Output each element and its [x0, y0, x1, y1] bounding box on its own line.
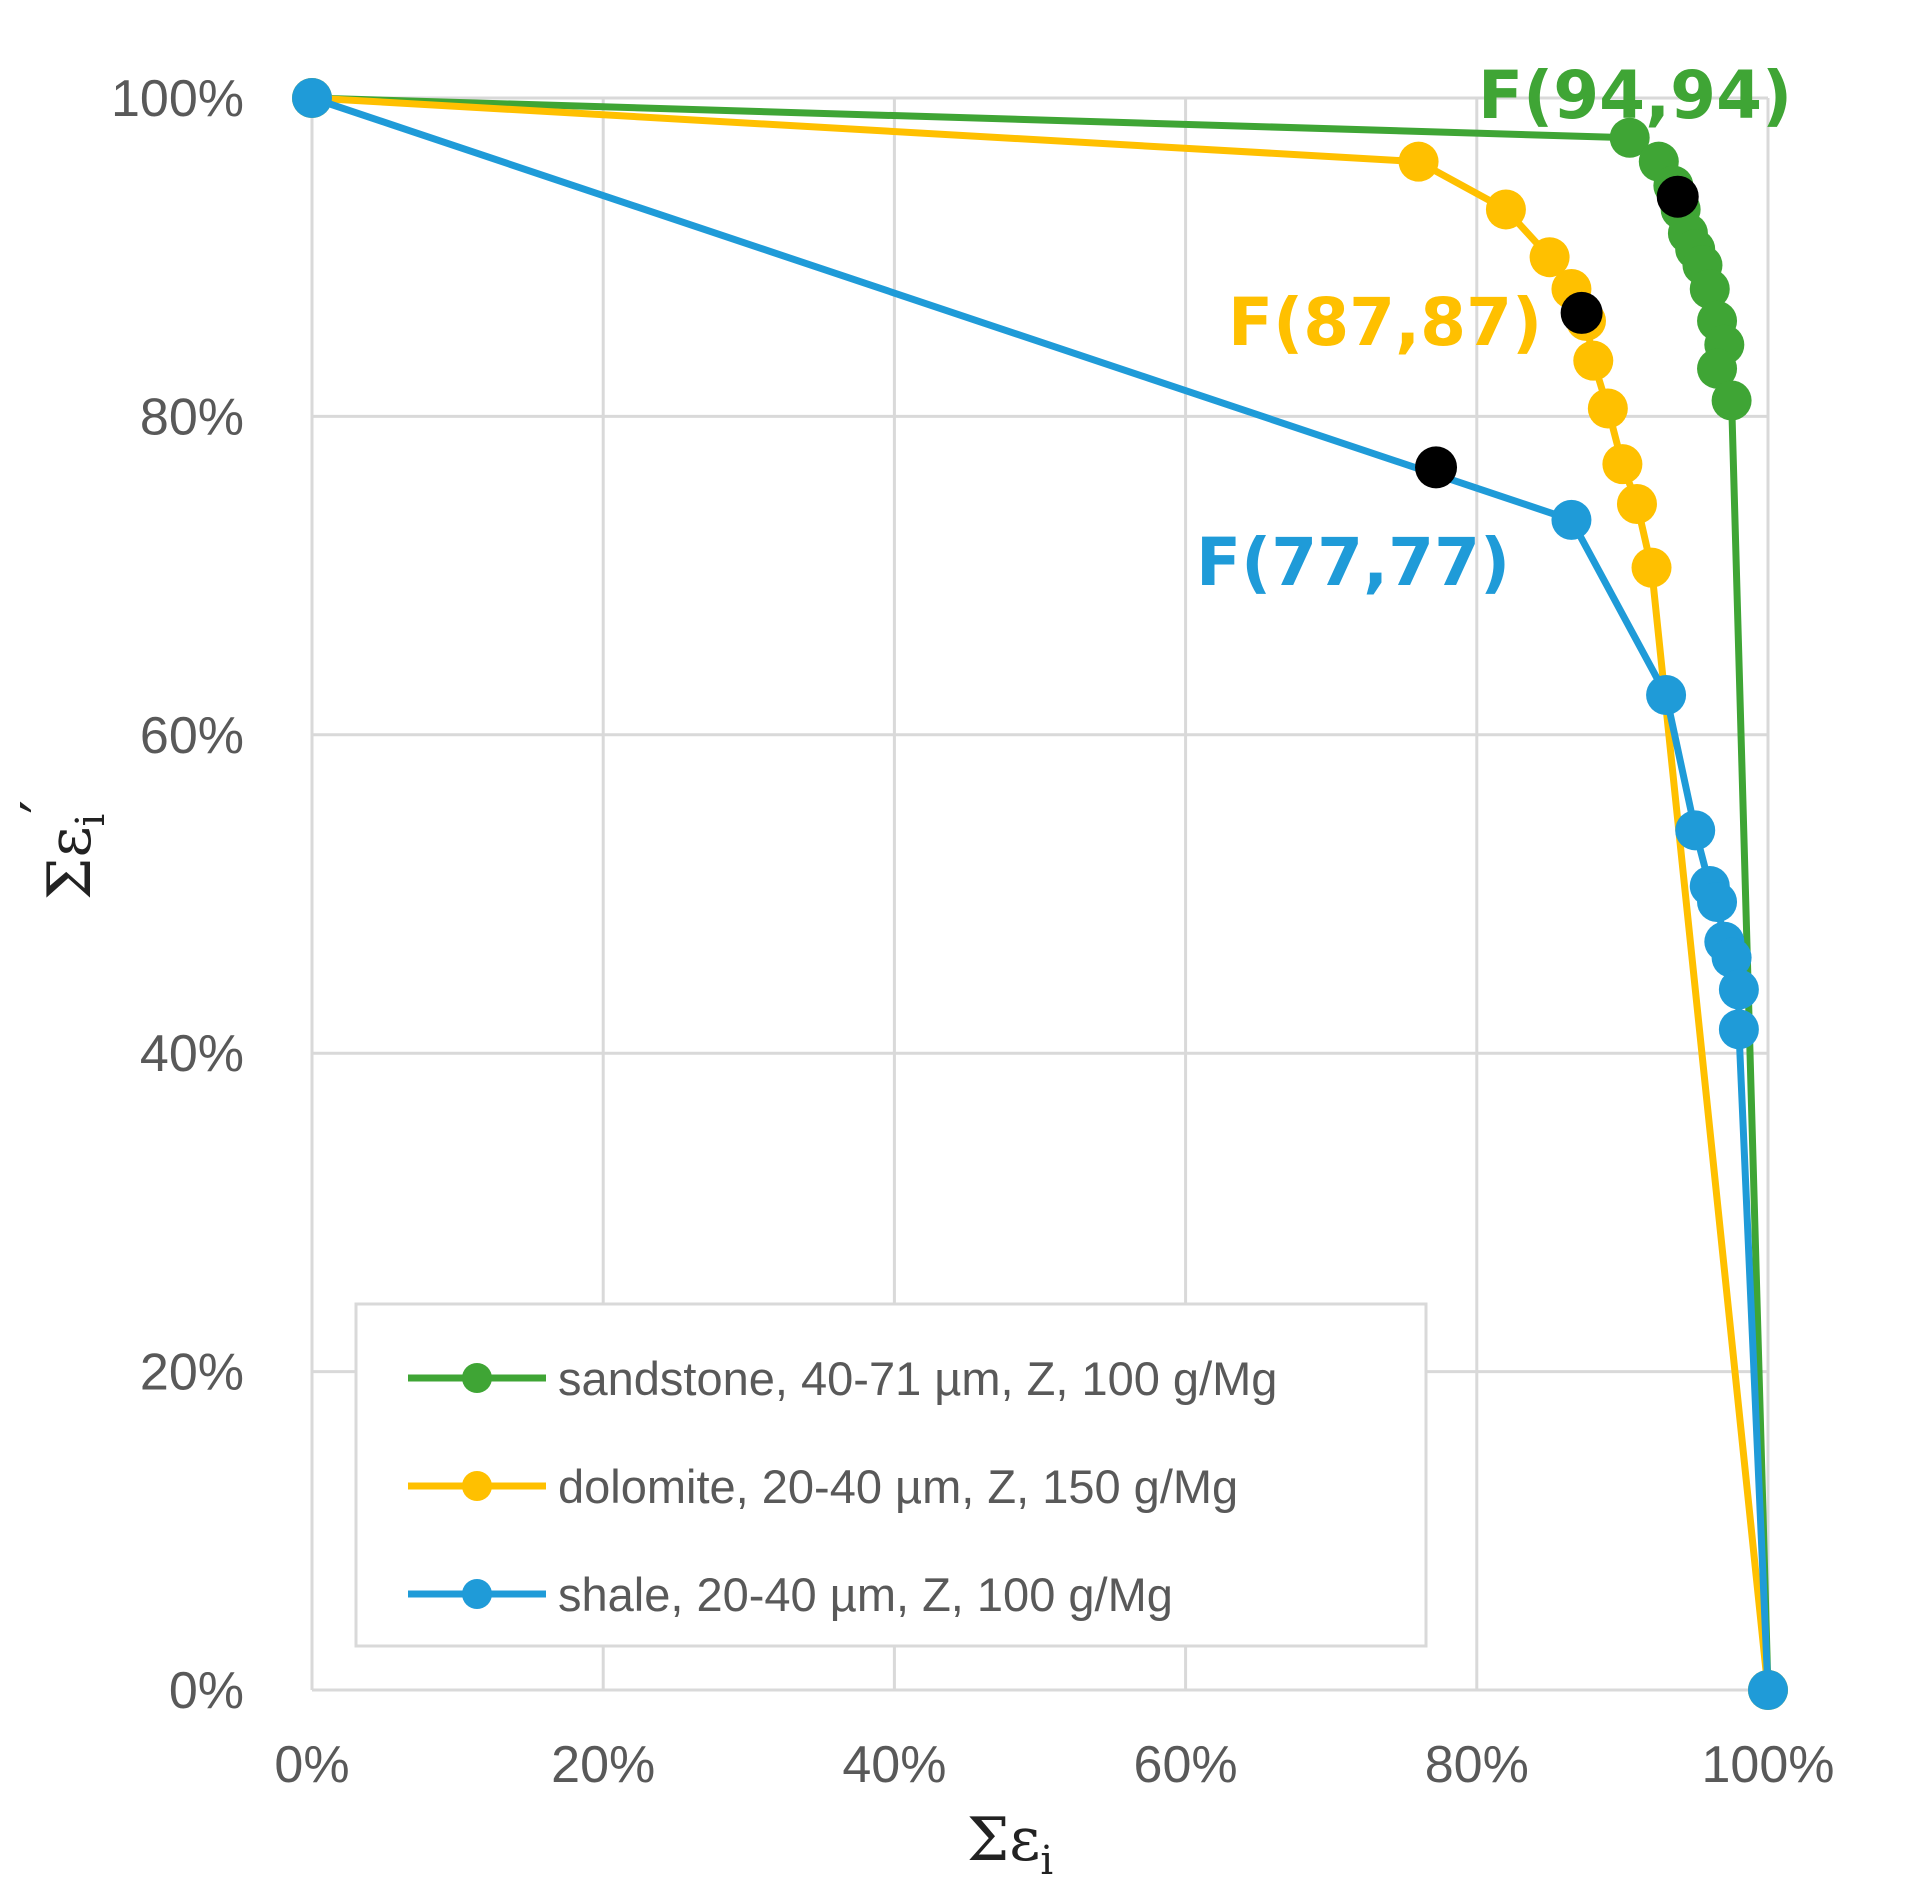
x-tick-label: 100% [1702, 1736, 1835, 1794]
x-tick-label: 20% [551, 1736, 655, 1794]
legend-label: dolomite, 20-40 µm, Z, 150 g/Mg [558, 1460, 1238, 1513]
x-axis-title-main: Σε [967, 1805, 1041, 1875]
data-point [1551, 499, 1592, 540]
data-point [1485, 189, 1526, 230]
data-point [1609, 117, 1650, 158]
data-point [1616, 483, 1657, 524]
data-point [1718, 969, 1759, 1010]
data-point [292, 78, 332, 118]
data-point [1748, 1670, 1788, 1710]
legend-marker [462, 1471, 492, 1501]
annotation-label: F(94,94) [1478, 57, 1792, 134]
highlight-point [1415, 446, 1458, 489]
legend: sandstone, 40-71 µm, Z, 100 g/Mg dolomite… [354, 1302, 1428, 1648]
y-axis-title: Σεi′ [9, 800, 114, 900]
data-point [1697, 348, 1738, 389]
series-shale [292, 78, 1788, 1710]
x-tick-label: 80% [1425, 1736, 1529, 1794]
data-point [1631, 547, 1672, 588]
y-tick-label: 40% [140, 1025, 244, 1083]
data-point [1587, 388, 1628, 429]
data-point [1711, 937, 1752, 978]
y-axis-title-prime: ′ [9, 800, 79, 814]
data-point [1646, 675, 1687, 715]
legend-label: shale, 20-40 µm, Z, 100 g/Mg [558, 1568, 1173, 1621]
data-point [1711, 380, 1752, 421]
x-axis-title-sub: i [1040, 1838, 1053, 1884]
legend-box [354, 1302, 1428, 1648]
legend-marker [462, 1363, 492, 1393]
x-tick-label: 0% [274, 1736, 349, 1794]
data-point [1398, 141, 1439, 182]
grid [310, 96, 1770, 1692]
data-point [1529, 237, 1570, 278]
x-axis-title: Σεi [967, 1805, 1053, 1884]
y-tick-label: 80% [140, 388, 244, 446]
y-tick-label: 100% [111, 70, 244, 128]
tick-labels: 0% 20% 40% 60% 80% 100% 0% 20% 40% 60% 80% 100% [111, 70, 1835, 1794]
highlight-point [1560, 291, 1603, 334]
y-axis-title-main: Σε [35, 826, 105, 900]
series-layer [292, 78, 1788, 1710]
data-point [1573, 340, 1614, 381]
y-axis-title-sub: i [68, 814, 114, 827]
legend-marker [462, 1579, 492, 1609]
x-tick-label: 40% [842, 1736, 946, 1794]
data-point [1697, 881, 1738, 922]
highlight-point [1656, 175, 1699, 218]
y-tick-label: 60% [140, 707, 244, 765]
data-point [1602, 444, 1643, 485]
data-point [1689, 269, 1730, 310]
y-tick-label: 20% [140, 1344, 244, 1402]
legend-label: sandstone, 40-71 µm, Z, 100 g/Mg [558, 1352, 1277, 1405]
annotation-label: F(77,77) [1196, 524, 1510, 601]
annotation-label: F(87,87) [1228, 284, 1542, 361]
data-point [1718, 1009, 1759, 1050]
y-tick-label: 0% [169, 1662, 244, 1720]
x-tick-label: 60% [1134, 1736, 1238, 1794]
highlight-layer: F(94,94) F(87,87) F(77,77) [1196, 57, 1792, 601]
data-point [1675, 810, 1716, 851]
